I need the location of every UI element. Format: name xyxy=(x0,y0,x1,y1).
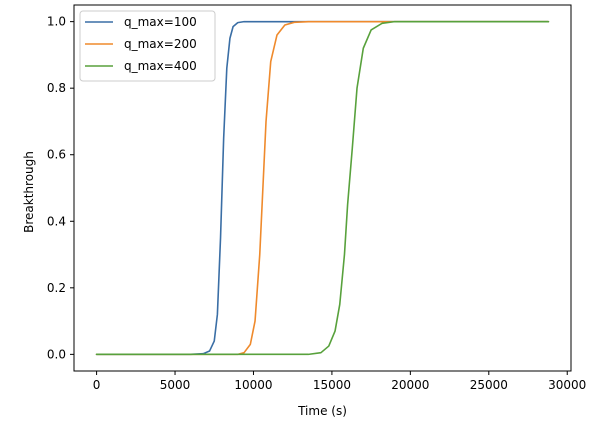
y-axis: 0.0 0.2 0.4 0.6 0.8 1.0 xyxy=(47,15,74,361)
y-axis-label: Breakthrough xyxy=(22,151,36,233)
legend-label-1: q_max=100 xyxy=(124,15,197,29)
series-line-2 xyxy=(95,20,550,356)
y-tick-label: 0.8 xyxy=(47,81,66,95)
x-tick-label: 5000 xyxy=(160,378,191,392)
x-tick-label: 30000 xyxy=(548,378,586,392)
x-axis-label: Time (s) xyxy=(297,404,347,418)
y-tick-label: 0.0 xyxy=(47,347,66,361)
series-line-3 xyxy=(95,20,550,356)
x-tick-label: 25000 xyxy=(470,378,508,392)
legend-box xyxy=(79,10,216,82)
y-tick-label: 0.4 xyxy=(47,214,66,228)
y-tick-label: 0.2 xyxy=(47,281,66,295)
plot-frame xyxy=(73,4,572,372)
y-tick-label: 0.6 xyxy=(47,148,66,162)
x-tick-label: 0 xyxy=(93,378,101,392)
legend: q_max=100 q_max=200 q_max=400 xyxy=(79,10,216,82)
legend-label-3: q_max=400 xyxy=(124,59,197,73)
series-line-1 xyxy=(95,20,550,356)
x-tick-label: 20000 xyxy=(391,378,429,392)
x-axis: 0 5000 10000 15000 20000 25000 30000 xyxy=(93,371,586,392)
x-tick-label: 15000 xyxy=(313,378,351,392)
y-tick-label: 1.0 xyxy=(47,15,66,29)
series-layer xyxy=(95,20,550,356)
x-tick-label: 10000 xyxy=(234,378,272,392)
legend-label-2: q_max=200 xyxy=(124,37,197,51)
